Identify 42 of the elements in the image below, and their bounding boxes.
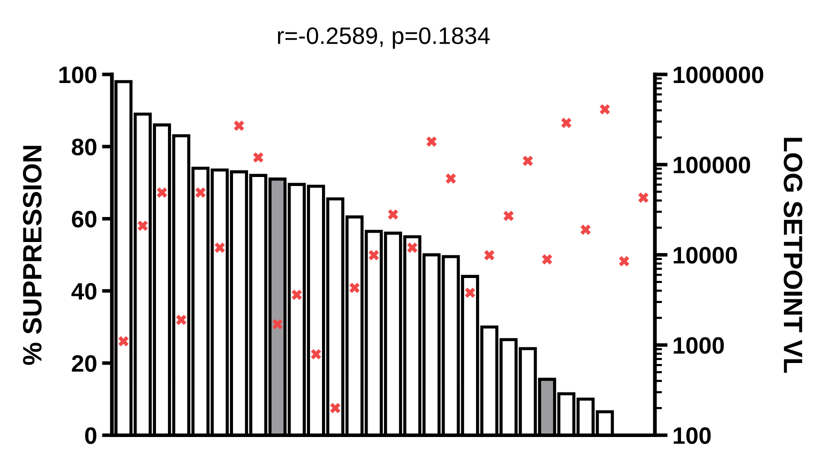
- chart-title: r=-0.2589, p=0.1834: [278, 27, 490, 49]
- y-tick-label: 100: [59, 66, 96, 84]
- point: [638, 192, 649, 203]
- point: [368, 250, 379, 260]
- point: [349, 282, 360, 294]
- point: [407, 242, 418, 253]
- point: [272, 319, 283, 330]
- point: [234, 120, 244, 131]
- point: [503, 210, 514, 222]
- point: [214, 242, 225, 253]
- point: [561, 118, 572, 128]
- point: [446, 173, 456, 184]
- y2-axis-title: LOG SETPOINT VL: [784, 138, 802, 373]
- y-axis-title: % SUPPRESSION: [22, 146, 42, 365]
- point: [138, 220, 148, 231]
- point: [330, 402, 340, 414]
- point: [464, 288, 476, 298]
- y-tick-label: 60: [72, 210, 96, 228]
- y2-tick-label: 10000: [674, 246, 737, 264]
- y2-tick-label: 1000000: [674, 66, 764, 84]
- point: [156, 187, 168, 198]
- point: [522, 156, 533, 166]
- point: [484, 250, 494, 260]
- y2-tick-label: 100000: [674, 156, 750, 174]
- point: [292, 290, 302, 300]
- y2-tick-label: 1000: [674, 337, 724, 354]
- point: [253, 152, 264, 163]
- point: [176, 314, 186, 326]
- point: [600, 104, 610, 114]
- point: [580, 224, 591, 235]
- y2-tick-label: 100: [674, 427, 711, 444]
- point: [118, 336, 129, 346]
- point: [388, 209, 398, 220]
- point: [426, 136, 437, 147]
- y-tick-label: 40: [71, 282, 96, 300]
- point: [310, 349, 322, 360]
- y-tick-label: 20: [72, 355, 96, 372]
- y-tick-label: 0: [85, 427, 96, 444]
- y-tick-label: 80: [72, 138, 96, 156]
- point: [618, 256, 630, 266]
- point: [195, 187, 206, 198]
- point: [542, 254, 552, 265]
